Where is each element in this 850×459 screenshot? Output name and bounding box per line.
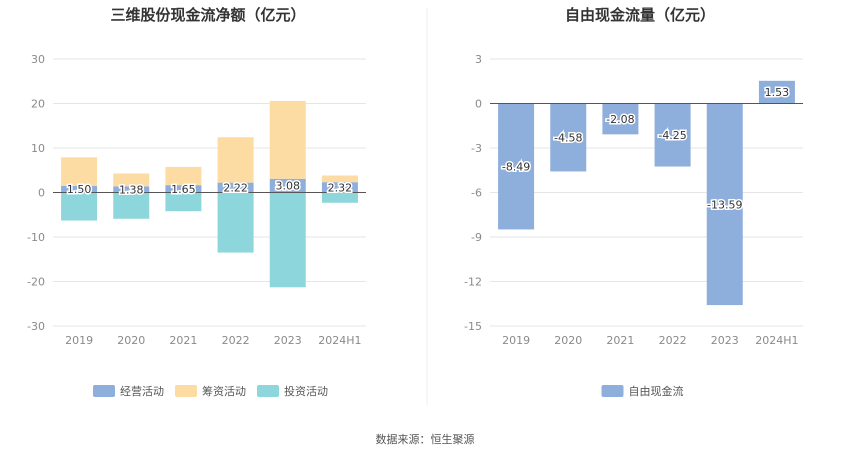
bar [758, 80, 795, 104]
y-tick-label: -3 [471, 142, 482, 155]
data-label: -8.49 [502, 160, 530, 173]
bar [498, 103, 535, 230]
y-tick-label: -6 [471, 187, 482, 200]
data-label: -13.59 [707, 198, 742, 211]
y-tick-label: -30 [27, 320, 45, 333]
chart-title: 三维股份现金流净额（亿元） [110, 6, 305, 24]
bar [321, 192, 358, 203]
x-tick-label: 2021 [606, 334, 634, 347]
x-tick-label: 2021 [169, 334, 197, 347]
data-label: -2.08 [606, 113, 634, 126]
legend-label: 投资活动 [284, 384, 328, 398]
bar [217, 137, 254, 183]
x-tick-label: 2023 [274, 334, 302, 347]
bar [269, 178, 306, 193]
bar [61, 192, 98, 221]
data-label: -4.25 [658, 129, 686, 142]
x-tick-label: 2024H1 [755, 334, 798, 347]
data-label: 1.50 [67, 183, 92, 196]
y-tick-label: -10 [27, 231, 45, 244]
legend-swatch [93, 385, 115, 397]
y-tick-label: 30 [31, 53, 45, 66]
y-tick-label: 0 [38, 187, 45, 200]
legend-label: 自由现金流 [629, 384, 684, 398]
bar [113, 173, 150, 187]
y-tick-label: 0 [475, 98, 482, 111]
legend-label: 筹资活动 [202, 384, 246, 398]
bar [61, 185, 98, 193]
legend-label: 经营活动 [120, 384, 164, 398]
data-label: 1.65 [171, 183, 196, 196]
x-tick-label: 2023 [711, 334, 739, 347]
bar [706, 103, 743, 306]
data-label: 2.22 [223, 182, 248, 195]
x-tick-label: 2019 [65, 334, 93, 347]
y-tick-label: -12 [464, 276, 482, 289]
y-tick-label: 3 [475, 53, 482, 66]
data-label: 1.38 [119, 183, 144, 196]
data-label: 2.32 [328, 181, 353, 194]
x-tick-label: 2020 [554, 334, 582, 347]
bar [217, 182, 254, 193]
x-tick-label: 2022 [222, 334, 250, 347]
y-tick-label: 20 [31, 98, 45, 111]
free-cash-flow-chart: 自由现金流量（亿元） 3 0 -3 -6 -9 -12 -15 2019 2020 2021 2022… [464, 6, 803, 398]
x-tick-label: 2019 [502, 334, 530, 347]
bar [113, 186, 150, 193]
y-tick-label: -9 [471, 231, 482, 244]
data-label: 3.08 [276, 180, 301, 193]
bar [654, 103, 691, 167]
cash-flow-chart: 三维股份现金流净额（亿元） 30 20 10 0 -10 -20 -30 2019 2020 202… [27, 6, 366, 398]
legend-swatch [257, 385, 279, 397]
y-tick-label: -20 [27, 276, 45, 289]
data-label: -4.58 [554, 131, 582, 144]
data-source: 数据来源：恒生聚源 [376, 432, 475, 446]
bar [321, 182, 358, 193]
bar [61, 157, 98, 186]
x-tick-label: 2024H1 [318, 334, 361, 347]
bar [165, 192, 202, 212]
bar [602, 103, 639, 135]
chart-title: 自由现金流量（亿元） [565, 6, 715, 24]
bar [269, 100, 306, 179]
x-tick-label: 2020 [117, 334, 145, 347]
y-tick-label: -15 [464, 320, 482, 333]
bar [113, 192, 150, 219]
bar [321, 175, 358, 183]
data-label: 1.53 [765, 86, 790, 99]
bar [165, 166, 202, 186]
bar [217, 192, 254, 253]
legend-swatch [175, 385, 197, 397]
legend-swatch [601, 385, 624, 397]
bar [165, 185, 202, 193]
y-tick-label: 10 [31, 142, 45, 155]
bar [269, 192, 306, 288]
x-tick-label: 2022 [659, 334, 687, 347]
bar [550, 103, 587, 172]
